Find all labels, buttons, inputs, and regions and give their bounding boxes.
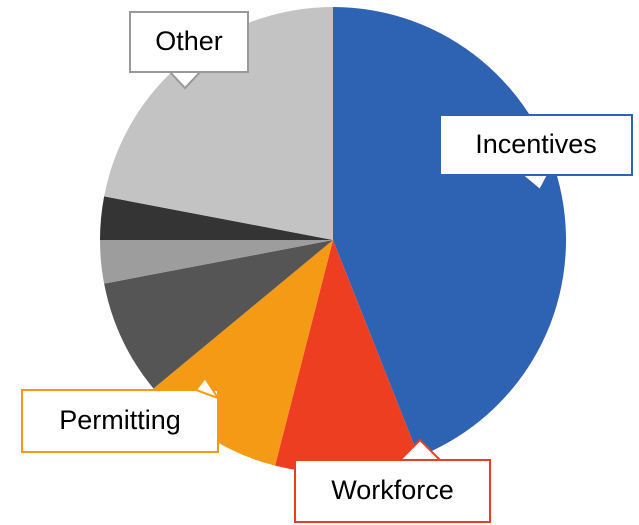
slice-label: Other [155,26,223,56]
slice-label: Workforce [331,475,454,505]
slice-label: Permitting [59,405,181,435]
pie-slice [104,240,333,389]
callout-pointer [397,438,443,461]
pie-slice [100,240,333,284]
callout-pointer [194,376,221,400]
callout-pointer [167,71,203,90]
pie-slice [275,240,419,473]
callout-pointer [519,174,550,192]
callout-box [129,11,249,73]
pie-slice [104,7,333,240]
slice-label: Incentives [475,129,597,159]
pie-slice [100,196,333,240]
callout-box [21,389,219,453]
callout-box [294,459,491,523]
